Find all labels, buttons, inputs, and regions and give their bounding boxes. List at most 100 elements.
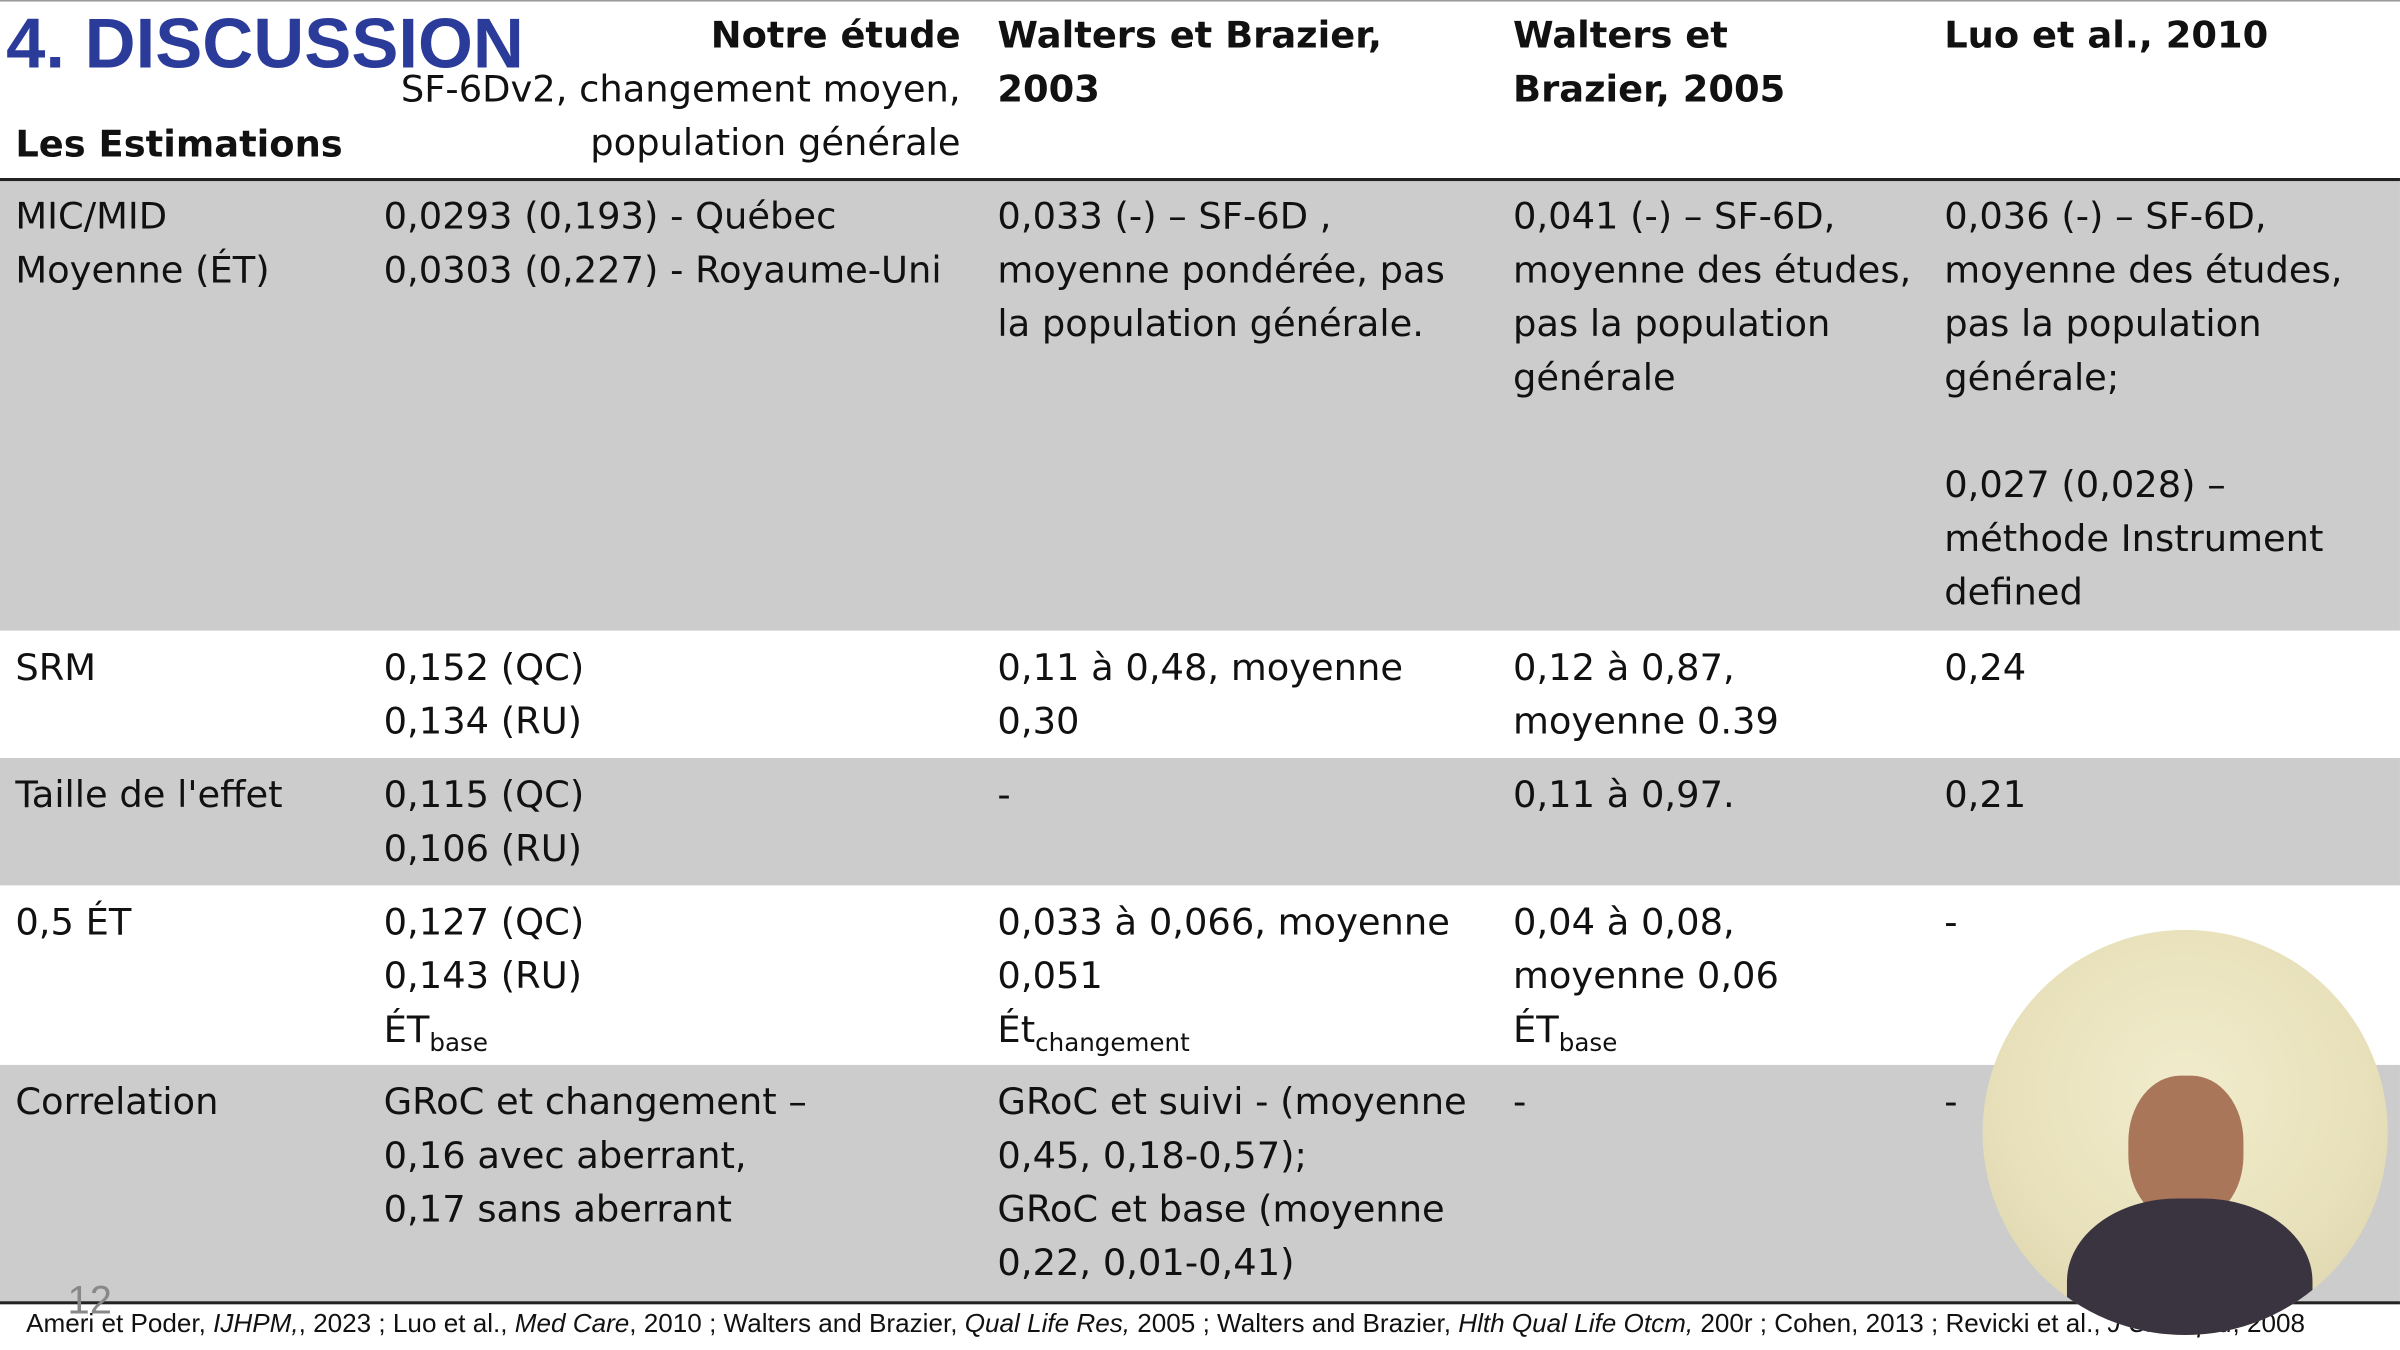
column-header: Notre étude SF-6Dv2, changement moyen, pop…	[384, 9, 961, 170]
citation-part: IJHPM,	[213, 1308, 299, 1339]
cell-line: 0,106 (RU)	[383, 827, 583, 871]
cell-paragraph: 0,11 à 0,97.	[1513, 769, 1735, 823]
table-cell: -	[997, 769, 1010, 823]
footer-rule	[0, 1301, 2400, 1305]
cell-line: Moyenne (ÉT)	[15, 248, 270, 292]
column-title: Les Estimations	[15, 122, 343, 166]
cell-paragraph: MIC/MID Moyenne (ÉT)	[15, 190, 269, 297]
cell-line: générale;	[1944, 356, 2120, 399]
cell-line: générale	[1513, 356, 1676, 399]
table-row: Correlation GRoC et changement – 0,16 avec…	[0, 1064, 2400, 1302]
column-subtitle: SF-6Dv2, changement moyen,	[400, 67, 961, 111]
citation-part: Hlth Qual Life Otcm,	[1458, 1308, 1694, 1339]
cell-line: 0,11 à 0,97.	[1513, 773, 1735, 817]
table-cell: 0,11 à 0,48, moyenne 0,30	[997, 641, 1403, 748]
cell-line: 0,051	[997, 954, 1103, 998]
table-cell: GRoC et changement – 0,16 avec aberrant, 0…	[384, 1076, 807, 1237]
cell-line: 0,16 avec aberrant,	[383, 1133, 747, 1177]
cell-line: 0,033 (-) – SF-6D ,	[997, 194, 1332, 238]
cell-line: Taille de l'effet	[15, 773, 283, 817]
column-subtitle: population générale	[590, 121, 961, 165]
cell-line: 0,12 à 0,87,	[1513, 646, 1735, 689]
cell-line: 0,24	[1944, 646, 2027, 689]
cell-paragraph: 0,04 à 0,08, moyenne 0,06 ÉTbase	[1513, 896, 1779, 1057]
cell-paragraph: Correlation	[15, 1076, 218, 1130]
citation-part: Qual Life Res,	[964, 1308, 1131, 1339]
table-cell: Correlation	[15, 1076, 218, 1130]
cell-line: GRoC et changement –	[383, 1080, 807, 1124]
table-cell: 0,115 (QC) 0,106 (RU)	[384, 769, 585, 876]
cell-line: 0,152 (QC)	[383, 646, 585, 689]
column-title: Luo et al., 2010	[1944, 13, 2269, 57]
cell-line: ÉTbase	[1513, 1004, 1779, 1058]
table-cell: 0,12 à 0,87, moyenne 0.39	[1513, 641, 1779, 748]
cell-paragraph: 0,21	[1944, 769, 2026, 823]
cell-paragraph: -	[997, 769, 1010, 823]
table-row: Taille de l'effet 0,115 (QC) 0,106 (RU) - 0,…	[0, 758, 2400, 886]
table-cell: 0,5 ÉT	[15, 896, 131, 950]
webcam-video	[1982, 929, 2388, 1336]
table-row: 0,5 ÉT 0,127 (QC) 0,143 (RU) ÉTbase 0,033 à …	[0, 885, 2400, 1065]
citation-part: Med Care	[514, 1308, 630, 1339]
column-title: Walters et Brazier, 2005	[1513, 13, 1786, 111]
cell-subscript: changement	[1035, 1028, 1190, 1058]
cell-line: 0,027 (0,028) –	[1944, 463, 2226, 507]
table-cell: Taille de l'effet	[15, 769, 282, 823]
cell-paragraph: 0,041 (-) – SF-6D, moyenne des études, pas…	[1513, 190, 1911, 405]
cell-paragraph: GRoC et suivi - (moyenne 0,45, 0,18-0,57)…	[997, 1076, 1466, 1291]
cell-line: 0,115 (QC)	[383, 773, 585, 817]
cell-line: 0,45, 0,18-0,57);	[997, 1133, 1307, 1177]
slide-number: 12	[67, 1276, 112, 1323]
table-cell: MIC/MID Moyenne (ÉT)	[15, 190, 269, 297]
table-cell: 0,0293 (0,193) - Québec 0,0303 (0,227) - …	[384, 190, 942, 297]
cell-line: 0,036 (-) – SF-6D,	[1944, 194, 2267, 238]
cell-line: moyenne des études,	[1513, 248, 1912, 292]
cell-paragraph: SRM	[15, 641, 96, 695]
citation-part: 2005 ; Walters and Brazier,	[1130, 1308, 1459, 1339]
cell-paragraph: 0,152 (QC) 0,134 (RU)	[384, 641, 585, 748]
slide-title: 4. DISCUSSION	[6, 3, 524, 83]
cell-paragraph: 0,127 (QC) 0,143 (RU) ÉTbase	[384, 896, 585, 1057]
cell-paragraph: -	[1513, 1076, 1526, 1130]
cell-line: -	[1944, 900, 1958, 944]
table-cell: 0,11 à 0,97.	[1513, 769, 1735, 823]
citations: Ameri et Poder, IJHPM,, 2023 ; Luo et al…	[26, 1309, 2305, 1340]
citation-part: , 2010 ; Walters and Brazier,	[629, 1308, 965, 1339]
cell-line: moyenne 0.39	[1513, 699, 1779, 743]
table-cell: GRoC et suivi - (moyenne 0,45, 0,18-0,57)…	[997, 1076, 1466, 1291]
table-cell: 0,033 à 0,066, moyenne 0,051 Étchangement	[997, 896, 1449, 1057]
cell-paragraph: 0,033 (-) – SF-6D , moyenne pondérée, pas…	[997, 190, 1444, 351]
cell-line: MIC/MID	[15, 194, 168, 238]
table-cell: SRM	[15, 641, 96, 695]
cell-paragraph: GRoC et changement – 0,16 avec aberrant, 0…	[384, 1076, 807, 1237]
table-cell: -	[1944, 1076, 1957, 1130]
cell-line: Correlation	[15, 1080, 219, 1124]
cell-line: -	[1513, 1080, 1527, 1124]
table-cell: -	[1944, 896, 1957, 950]
cell-line: 0,11 à 0,48, moyenne	[997, 646, 1404, 689]
table-row: MIC/MID Moyenne (ÉT) 0,0293 (0,193) - Québ…	[0, 179, 2400, 631]
cell-paragraph: 0,12 à 0,87, moyenne 0.39	[1513, 641, 1779, 748]
cell-paragraph: -	[1944, 896, 1957, 950]
table-cell: 0,036 (-) – SF-6D, moyenne des études, pas…	[1944, 190, 2342, 620]
cell-line: 0,22, 0,01-0,41)	[997, 1241, 1295, 1285]
cell-text: ÉT	[383, 1008, 430, 1052]
cell-paragraph: -	[1944, 1076, 1957, 1130]
cell-line: 0,5 ÉT	[15, 900, 132, 944]
cell-line: 0,134 (RU)	[383, 699, 583, 743]
cell-text: Ét	[997, 1008, 1036, 1052]
table-cell: 0,033 (-) – SF-6D , moyenne pondérée, pas…	[997, 190, 1444, 351]
cell-paragraph: 0,027 (0,028) – méthode Instrument defined	[1944, 459, 2342, 620]
citation-part: , 2023 ; Luo et al.,	[298, 1308, 515, 1339]
cell-subscript: base	[429, 1028, 488, 1058]
webcam-body	[2066, 1198, 2313, 1336]
table-cell: 0,21	[1944, 769, 2026, 823]
cell-line: moyenne pondérée, pas	[997, 248, 1445, 292]
cell-paragraph: 0,0293 (0,193) - Québec 0,0303 (0,227) - …	[384, 190, 942, 297]
table-cell: 0,041 (-) – SF-6D, moyenne des études, pas…	[1513, 190, 1911, 405]
table-cell: -	[1513, 1076, 1526, 1130]
cell-line: Étchangement	[997, 1004, 1449, 1058]
cell-paragraph: 0,5 ÉT	[15, 896, 131, 950]
cell-line: la population générale.	[997, 302, 1424, 346]
